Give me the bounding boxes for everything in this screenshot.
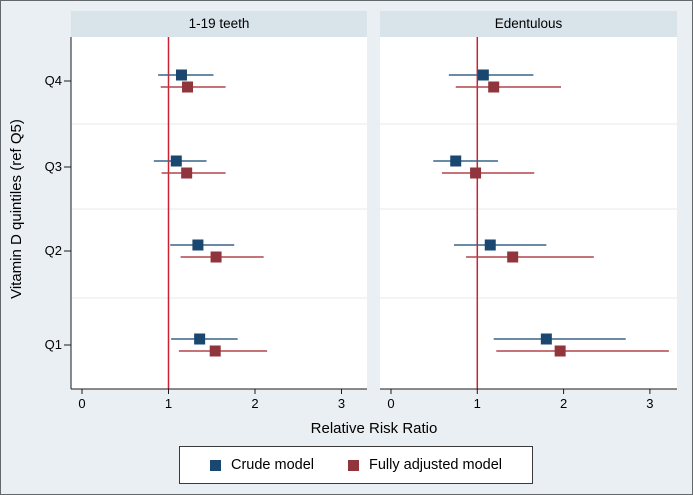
x-tick-label: 1 (164, 396, 173, 411)
x-tick-label: 2 (251, 396, 259, 411)
panel-title-edentulous: Edentulous (380, 11, 677, 37)
x-tick-label: 3 (646, 396, 654, 411)
estimate-marker-square (175, 69, 187, 81)
legend-item-crude: Crude model (209, 457, 314, 473)
legend-label-crude: Crude model (230, 457, 314, 473)
estimate-marker-square (209, 345, 221, 357)
estimate-marker-square (470, 167, 482, 179)
y-tick-label: Q3 (44, 159, 62, 174)
x-tick-label: 3 (337, 396, 346, 411)
x-tick-label: 0 (78, 396, 86, 411)
legend-label-adjusted: Fully adjusted model (369, 457, 502, 473)
x-axis-title: Relative Risk Ratio (310, 420, 438, 437)
y-tick-label: Q2 (44, 243, 62, 258)
adjusted-model-swatch-icon (348, 459, 359, 471)
panel-title-1-19-teeth: 1-19 teeth (71, 11, 367, 37)
x-tick-label: 1 (473, 396, 481, 411)
estimate-marker-square (182, 81, 194, 93)
crude-model-swatch-icon (209, 459, 221, 471)
y-tick-label: Q4 (44, 73, 62, 88)
estimate-marker-square (450, 155, 462, 167)
estimate-marker-square (554, 345, 566, 357)
estimate-marker-square (181, 167, 193, 179)
estimate-marker-square (192, 239, 204, 251)
x-tick-label: 2 (559, 396, 568, 411)
plot-area-1-19-teeth (71, 37, 367, 389)
legend-box: Crude model Fully adjusted model (179, 446, 533, 484)
estimate-marker-square (507, 251, 519, 263)
y-tick-label: Q1 (44, 337, 62, 352)
legend-item-adjusted: Fully adjusted model (348, 457, 502, 473)
plot-area-edentulous (380, 37, 677, 389)
estimate-marker-square (170, 155, 182, 167)
estimate-marker-square (194, 333, 206, 345)
estimate-marker-square (484, 239, 496, 251)
estimate-marker-square (540, 333, 552, 345)
estimate-marker-square (210, 251, 222, 263)
estimate-marker-square (488, 81, 500, 93)
estimate-marker-square (477, 69, 489, 81)
x-tick-label: 0 (387, 396, 395, 411)
